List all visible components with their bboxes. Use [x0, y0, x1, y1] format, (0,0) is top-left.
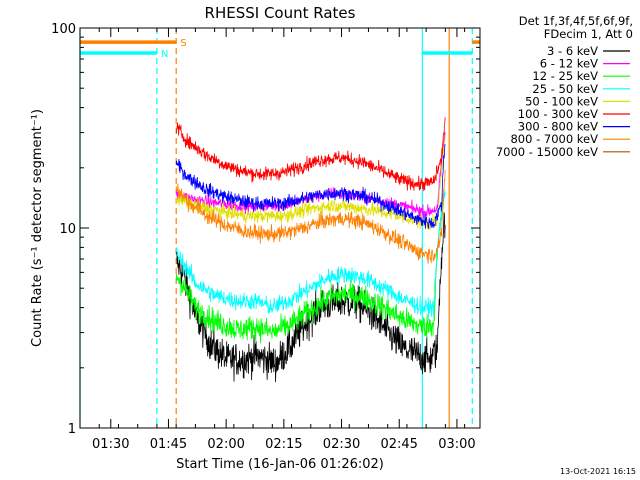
- legend-label-0: 3 - 6 keV: [547, 44, 598, 58]
- axis-ticks: 01:30 01:45 02:00 02:15 02:30 02:45 03:00 1 10 10…: [51, 22, 480, 452]
- footer-timestamp: 13-Oct-2021 16:15: [560, 467, 636, 476]
- legend-label-4: 50 - 100 keV: [525, 94, 598, 108]
- attenuator-bar-label: S: [180, 38, 186, 49]
- x-tick-label-2: 02:00: [207, 437, 244, 452]
- series-trace-0: [175, 212, 446, 383]
- legend-label-7: 800 - 7000 keV: [510, 132, 598, 146]
- chart-title: RHESSI Count Rates: [205, 4, 356, 22]
- series-trace-3: [175, 191, 446, 321]
- x-tick-label-0: 01:30: [92, 437, 129, 452]
- x-tick-label-5: 02:45: [380, 437, 417, 452]
- legend-label-8: 7000 - 15000 keV: [496, 145, 598, 159]
- legend-label-2: 12 - 25 keV: [532, 69, 598, 83]
- y-tick-label-0: 1: [68, 422, 76, 437]
- x-tick-label-3: 02:15: [265, 437, 302, 452]
- legend-label-6: 300 - 800 keV: [518, 120, 598, 134]
- legend-header-line-2: FDecim 1, Att 0: [544, 27, 633, 41]
- night-bar-label: N: [161, 49, 168, 60]
- legend-label-3: 25 - 50 keV: [532, 82, 598, 96]
- legend-header-line-1: Det 1f,3f,4f,5f,6f,9f,: [519, 14, 633, 28]
- x-tick-label-1: 01:45: [150, 437, 187, 452]
- series-trace-2: [175, 187, 446, 344]
- x-tick-label-6: 03:00: [438, 437, 475, 452]
- series-trace-5: [176, 117, 446, 192]
- legend-label-1: 6 - 12 keV: [540, 57, 598, 71]
- plot-marks: SN: [79, 28, 480, 428]
- y-axis-label: Count Rate (s⁻¹ detector segment⁻¹): [30, 109, 45, 347]
- x-tick-label-4: 02:30: [323, 437, 360, 452]
- y-tick-label-2: 100: [51, 22, 76, 37]
- y-tick-label-1: 10: [59, 222, 76, 237]
- x-axis-label: Start Time (16-Jan-06 01:26:02): [176, 457, 384, 472]
- legend-label-5: 100 - 300 keV: [518, 107, 598, 121]
- series-trace-7: [175, 169, 446, 264]
- series-trace-6: [175, 144, 446, 230]
